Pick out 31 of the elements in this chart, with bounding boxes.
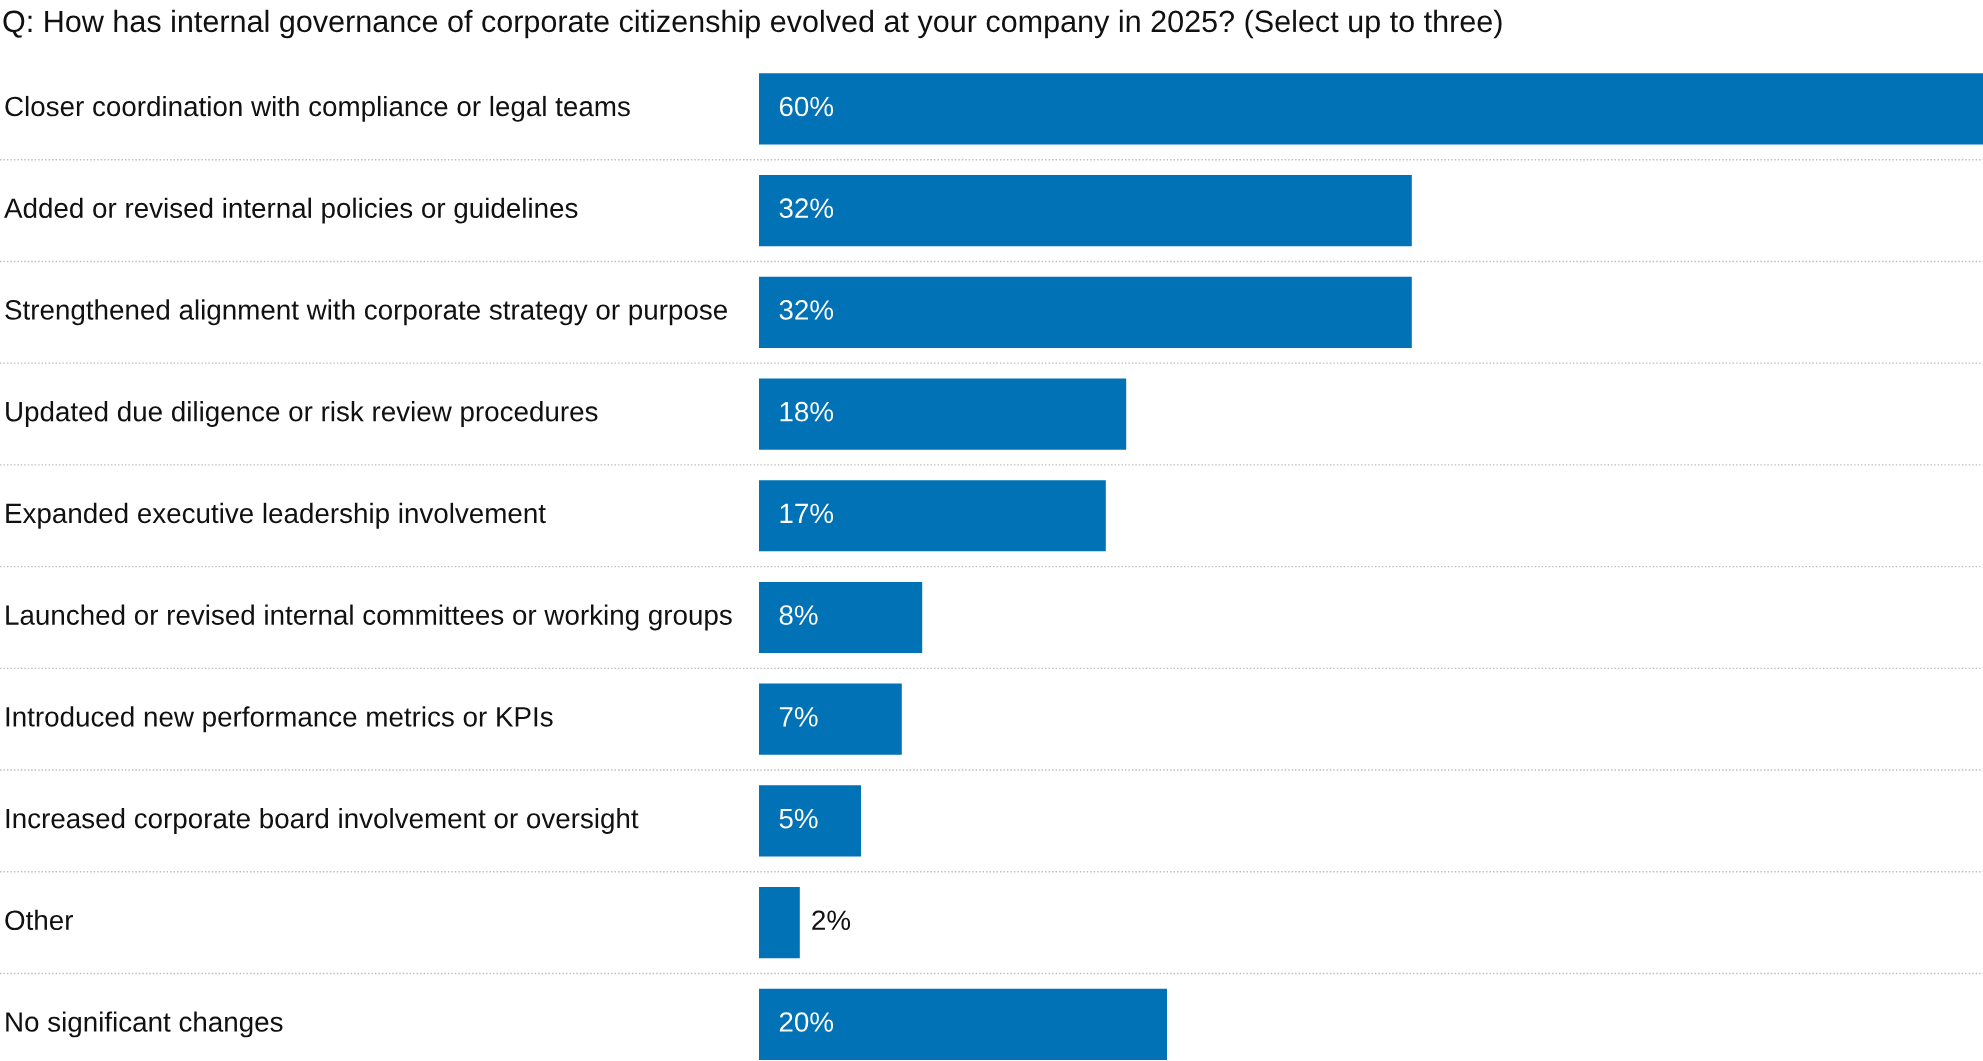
y-tick-label: Updated due diligence or risk review procedures (6, 401, 598, 427)
y-tick-label: Closer coordination with compliance or legal teams (5, 95, 630, 122)
y-tick-label: Launched or revised internal committees or working groups (6, 604, 732, 631)
chart-title: Q: How has internal governance of corporate citizenship evolved at your company in 2025? (Select up to three) (3, 9, 1502, 39)
data-label: 18% (780, 401, 834, 422)
bar (759, 378, 1127, 450)
bar (759, 581, 923, 654)
data-label: 17% (780, 503, 834, 524)
data-label: 32% (779, 300, 834, 320)
data-label: 8% (779, 605, 818, 625)
data-label: 60% (779, 96, 834, 117)
bar (759, 988, 1167, 1060)
data-label: 20% (779, 1012, 834, 1032)
y-tick-label: Increased corporate board involvement or oversight (6, 807, 639, 834)
bar (759, 73, 1983, 145)
data-label: 5% (779, 808, 818, 829)
bar (759, 785, 861, 857)
data-label: 7% (779, 707, 818, 727)
y-tick-label: Added or revised internal policies or guidelines (4, 197, 578, 224)
y-tick-label: Other (5, 909, 74, 931)
data-label: 2% (812, 910, 851, 930)
bar (759, 887, 800, 959)
y-tick-label: No significant changes (6, 1011, 283, 1038)
bar (759, 480, 1106, 552)
bar (759, 174, 1412, 247)
y-tick-label: Expanded executive leadership involvement (6, 502, 546, 529)
bar (759, 276, 1412, 348)
data-label: 32% (779, 198, 834, 219)
y-tick-label: Introduced new performance metrics or KPIs (6, 706, 553, 733)
bar (759, 683, 902, 755)
y-tick-label: Strengthened alignment with corporate strategy or purpose (5, 299, 727, 326)
